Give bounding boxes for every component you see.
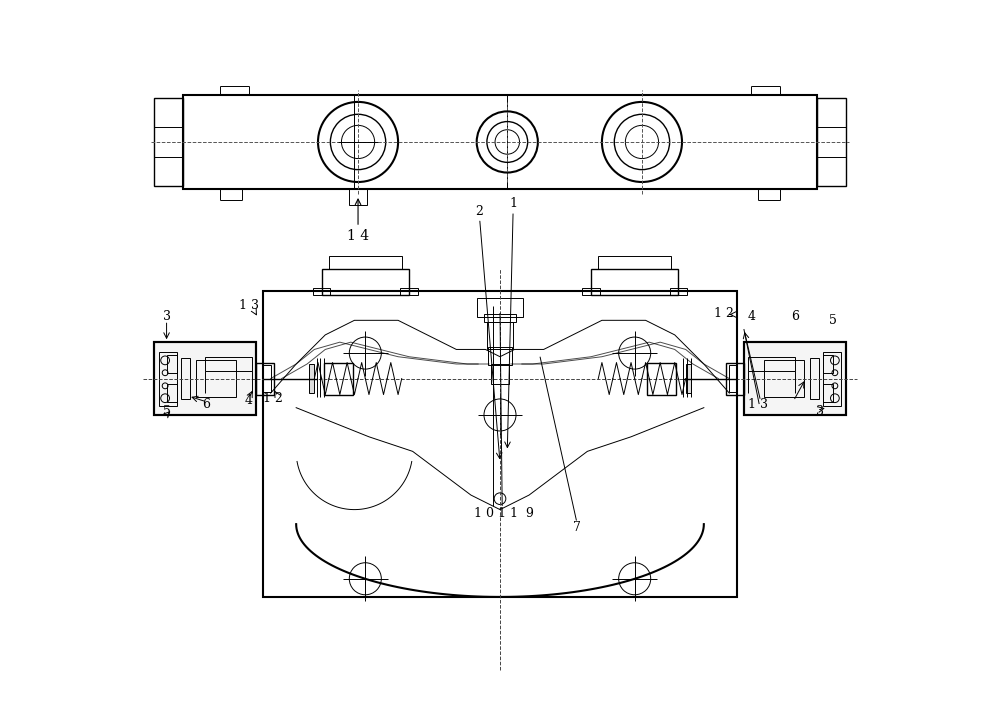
Text: 3: 3 <box>816 405 824 418</box>
Bar <box>477 298 523 317</box>
Bar <box>484 314 516 322</box>
Bar <box>154 98 183 186</box>
Bar <box>487 322 513 349</box>
Bar <box>647 363 676 395</box>
Text: 7: 7 <box>573 521 580 534</box>
Bar <box>167 384 177 402</box>
Bar <box>823 384 833 402</box>
Bar <box>748 357 795 371</box>
Bar <box>159 352 177 406</box>
Bar <box>598 256 671 269</box>
Bar <box>823 355 833 373</box>
Bar <box>729 365 737 392</box>
Bar <box>309 364 314 393</box>
Text: 1 0 1 1  9: 1 0 1 1 9 <box>474 507 534 520</box>
Bar <box>322 269 409 295</box>
Text: 3: 3 <box>163 310 171 323</box>
Text: 1 3: 1 3 <box>239 299 259 312</box>
Text: 4: 4 <box>747 310 755 323</box>
Text: 1: 1 <box>509 197 517 210</box>
Bar <box>491 364 509 384</box>
Bar <box>400 288 418 295</box>
Bar <box>196 360 236 397</box>
Bar <box>686 364 691 393</box>
Bar <box>183 95 817 189</box>
Text: 1 3: 1 3 <box>748 397 768 411</box>
Bar <box>810 358 819 399</box>
Text: 6: 6 <box>791 310 799 323</box>
Bar <box>256 363 274 395</box>
Text: 2: 2 <box>476 205 484 218</box>
Text: 4: 4 <box>245 394 253 407</box>
Text: 5: 5 <box>163 405 171 418</box>
Bar <box>263 365 271 392</box>
Bar <box>205 357 252 371</box>
Bar <box>154 342 256 415</box>
Bar <box>670 288 687 295</box>
Bar <box>349 189 367 205</box>
Bar <box>313 288 330 295</box>
Text: 1 2: 1 2 <box>263 392 283 405</box>
Bar <box>181 358 190 399</box>
Bar <box>488 347 512 365</box>
Text: 1 2: 1 2 <box>714 306 734 320</box>
Bar <box>167 355 177 373</box>
Text: 5: 5 <box>829 314 837 327</box>
Bar <box>591 269 678 295</box>
Bar <box>324 363 353 395</box>
Text: 1 4: 1 4 <box>347 229 369 243</box>
Bar <box>263 291 737 597</box>
Bar <box>744 342 846 415</box>
Bar <box>726 363 744 395</box>
Bar <box>582 288 600 295</box>
Bar <box>329 256 402 269</box>
Bar <box>823 352 841 406</box>
Text: 6: 6 <box>203 397 211 411</box>
Bar <box>764 360 804 397</box>
Bar <box>154 342 256 415</box>
Bar <box>744 342 846 415</box>
Bar <box>817 98 846 186</box>
